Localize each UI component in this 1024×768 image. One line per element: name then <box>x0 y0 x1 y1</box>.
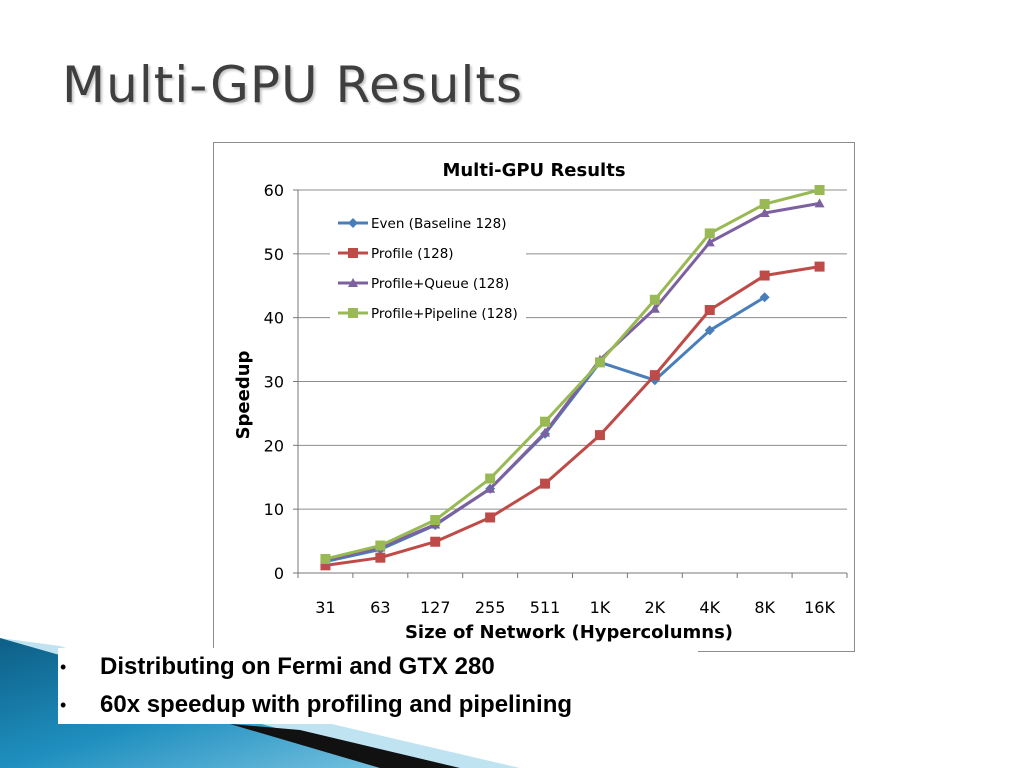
data-point <box>814 198 825 208</box>
data-point <box>814 185 825 195</box>
data-point <box>594 357 605 368</box>
x-tick-label: 255 <box>475 598 506 617</box>
chart-title: Multi-GPU Results <box>442 160 625 181</box>
data-point <box>375 540 386 551</box>
data-point <box>704 305 715 316</box>
series-line <box>325 188 820 561</box>
y-tick-label: 50 <box>264 245 284 264</box>
x-tick-label: 31 <box>315 598 335 617</box>
legend-item: Even (Baseline 128) <box>338 216 507 232</box>
chart-container: Multi-GPU Results 0 10 20 30 40 50 60 31 63 127 2… <box>213 142 855 652</box>
x-tick-labels: 31 63 127 255 511 1K 2K 4K 8K 16K <box>315 598 835 617</box>
y-tick-label: 20 <box>264 436 284 455</box>
data-point <box>375 552 386 563</box>
data-point <box>320 560 331 571</box>
legend: Even (Baseline 128) Profile (128) Profile+… <box>330 207 526 331</box>
data-point <box>649 370 660 381</box>
legend-marker <box>348 308 358 318</box>
x-tick-label: 4K <box>699 598 720 617</box>
bullet-list: • Distributing on Fermi and GTX 280 • 60… <box>58 648 698 724</box>
data-point <box>540 427 551 437</box>
deco-black-stripe <box>230 724 460 768</box>
data-point <box>704 228 715 239</box>
data-point <box>430 515 441 526</box>
x-tick-label: 127 <box>420 598 451 617</box>
series-line <box>325 265 820 567</box>
data-point <box>594 430 605 441</box>
legend-item: Profile+Queue (128) <box>338 276 509 292</box>
data-point <box>814 261 825 272</box>
data-point <box>485 483 496 493</box>
legend-label: Profile+Pipeline (128) <box>371 306 518 322</box>
data-point <box>485 473 496 484</box>
data-point <box>485 512 496 523</box>
line-chart: Multi-GPU Results 0 10 20 30 40 50 60 31 63 127 2… <box>233 160 848 643</box>
bullet-text: Distributing on Fermi and GTX 280 <box>100 653 495 680</box>
legend-label: Even (Baseline 128) <box>371 216 507 232</box>
data-point <box>759 270 770 281</box>
bullet-text: 60x speedup with profiling and pipelinin… <box>100 691 573 718</box>
data-point <box>704 237 715 247</box>
legend-label: Profile+Queue (128) <box>371 276 509 292</box>
y-tick-label: 60 <box>264 181 284 200</box>
axes <box>293 189 848 578</box>
legend-label: Profile (128) <box>371 246 454 262</box>
data-point <box>649 294 660 305</box>
series-line <box>325 201 820 562</box>
data-point <box>430 536 441 547</box>
data-point <box>759 292 770 303</box>
x-tick-label: 511 <box>530 598 561 617</box>
data-point <box>649 303 660 313</box>
data-point <box>759 199 770 210</box>
legend-marker <box>348 278 358 287</box>
data-point <box>704 325 715 336</box>
x-tick-label: 2K <box>645 598 666 617</box>
x-axis-label: Size of Network (Hypercolumns) <box>405 622 733 643</box>
legend-item: Profile (128) <box>338 246 454 262</box>
series-lines <box>320 185 825 571</box>
legend-background <box>330 207 526 331</box>
series-2 <box>320 261 825 571</box>
y-axis-label: Speedup <box>233 350 254 439</box>
legend-marker <box>348 218 358 228</box>
y-tick-label: 40 <box>264 309 284 328</box>
y-tick-label: 30 <box>264 373 284 392</box>
legend-marker <box>348 248 358 258</box>
y-tick-label: 10 <box>264 500 284 519</box>
x-tick-label: 63 <box>370 598 390 617</box>
x-tick-label: 16K <box>804 598 835 617</box>
slide-title: Multi-GPU Results <box>62 56 524 114</box>
data-point <box>540 478 551 489</box>
x-tick-label: 1K <box>590 598 611 617</box>
y-tick-label: 0 <box>274 564 284 583</box>
data-point <box>320 553 331 564</box>
x-tick-label: 8K <box>754 598 775 617</box>
bullet-item: • Distributing on Fermi and GTX 280 <box>58 648 698 686</box>
bullet-icon: • <box>60 695 67 715</box>
bullet-icon: • <box>60 657 67 677</box>
bullet-item: • 60x speedup with profiling and pipelin… <box>58 686 698 724</box>
data-point <box>759 207 770 217</box>
series-4 <box>320 185 825 564</box>
legend-item: Profile+Pipeline (128) <box>338 306 518 322</box>
y-tick-labels: 0 10 20 30 40 50 60 <box>264 181 284 583</box>
data-point <box>540 416 551 427</box>
